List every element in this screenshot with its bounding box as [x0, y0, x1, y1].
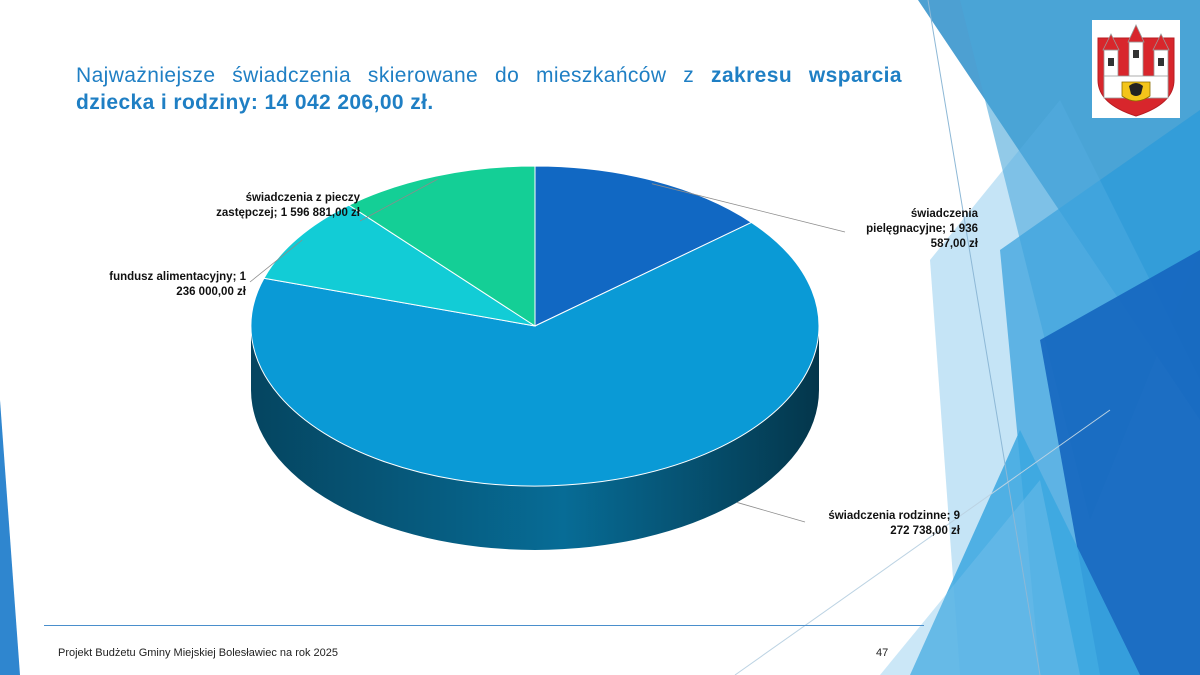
data-label-rodzinne-line1: świadczenia rodzinne; 9 — [828, 510, 960, 522]
leader-line-piecza — [359, 178, 438, 222]
data-label-pielegnacyjne-line2: pielęgnacyjne; 1 936 — [866, 223, 978, 235]
data-label-piecza-line2: zastępczej; 1 596 881,00 zł — [216, 207, 360, 219]
footer-divider — [44, 625, 924, 626]
data-label-rodzinne: świadczenia rodzinne; 9 272 738,00 zł — [740, 509, 960, 539]
title-bold-text: zakresu wsparcia dziecka i rodziny: 14 0… — [76, 64, 902, 114]
leader-line-rodzinne — [736, 502, 806, 523]
data-label-alimentacyjny-line1: fundusz alimentacyjny; 1 — [109, 271, 246, 283]
city-coat-of-arms-logo — [1092, 20, 1180, 118]
data-label-pielegnacyjne-line3: 587,00 zł — [930, 238, 978, 250]
leader-line-alimentacyjny — [249, 239, 303, 283]
pie-slice-pielegnacyjne — [534, 165, 753, 327]
pie-slice-alimentacyjny — [263, 204, 536, 327]
data-label-pielegnacyjne: świadczenia pielęgnacyjne; 1 936 587,00 … — [790, 207, 978, 252]
page-number: 47 — [876, 647, 889, 659]
data-label-pielegnacyjne-line1: świadczenia — [910, 208, 978, 220]
leader-line-pielegnacyjne — [651, 183, 846, 233]
title-normal-text: Najważniejsze świadczenia skierowane do … — [76, 64, 712, 87]
slide-title: Najważniejsze świadczenia skierowane do … — [76, 62, 902, 116]
pie-side-rodzinne — [251, 326, 819, 550]
data-label-piecza-line1: świadczenia z pieczy — [245, 192, 360, 204]
pie-slice-rodzinne — [250, 221, 820, 487]
footer-text: Projekt Budżetu Gminy Miejskiej Bolesław… — [58, 647, 339, 659]
data-label-piecza: świadczenia z pieczy zastępczej; 1 596 8… — [150, 191, 360, 221]
data-label-rodzinne-line2: 272 738,00 zł — [890, 525, 960, 537]
data-label-alimentacyjny-line2: 236 000,00 zł — [176, 286, 246, 298]
pie-slice-piecza — [347, 165, 536, 327]
data-label-alimentacyjny: fundusz alimentacyjny; 1 236 000,00 zł — [60, 270, 246, 300]
